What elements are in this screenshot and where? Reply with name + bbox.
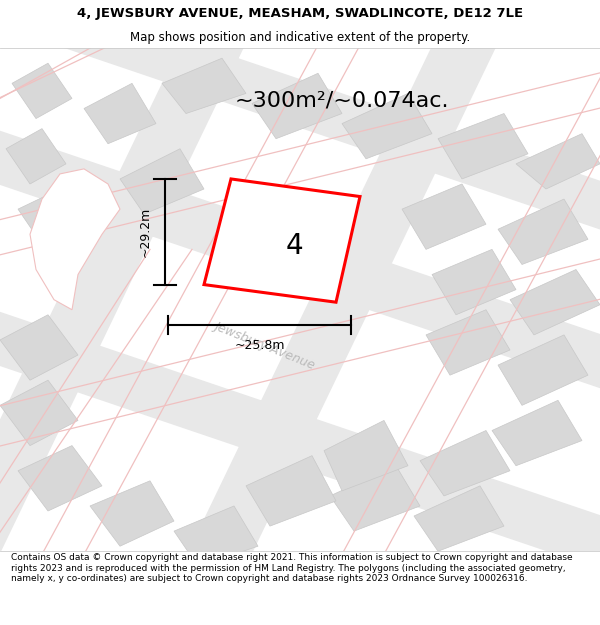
- Text: 4: 4: [286, 232, 304, 259]
- Polygon shape: [426, 310, 510, 375]
- Polygon shape: [342, 93, 432, 159]
- Text: Contains OS data © Crown copyright and database right 2021. This information is : Contains OS data © Crown copyright and d…: [11, 554, 572, 583]
- Text: Jewsbury Avenue: Jewsbury Avenue: [212, 319, 316, 371]
- Polygon shape: [174, 506, 258, 566]
- Polygon shape: [30, 169, 120, 310]
- Polygon shape: [420, 431, 510, 496]
- Polygon shape: [6, 129, 66, 184]
- Polygon shape: [12, 63, 72, 119]
- Polygon shape: [432, 249, 516, 315]
- Polygon shape: [0, 0, 600, 566]
- Polygon shape: [0, 0, 455, 625]
- Polygon shape: [18, 189, 84, 244]
- Text: ~29.2m: ~29.2m: [139, 207, 152, 257]
- Polygon shape: [498, 199, 588, 264]
- Polygon shape: [246, 456, 336, 526]
- Polygon shape: [84, 83, 156, 144]
- Polygon shape: [204, 179, 360, 302]
- Polygon shape: [120, 149, 204, 214]
- Polygon shape: [0, 0, 600, 407]
- Polygon shape: [0, 380, 78, 446]
- Text: ~25.8m: ~25.8m: [234, 339, 285, 352]
- Polygon shape: [414, 486, 504, 551]
- Polygon shape: [324, 421, 408, 491]
- Polygon shape: [492, 400, 582, 466]
- Polygon shape: [252, 73, 342, 139]
- Polygon shape: [90, 481, 174, 546]
- Text: Map shows position and indicative extent of the property.: Map shows position and indicative extent…: [130, 31, 470, 44]
- Polygon shape: [510, 269, 600, 335]
- Polygon shape: [330, 466, 420, 531]
- Polygon shape: [438, 114, 528, 179]
- Polygon shape: [18, 446, 102, 511]
- Polygon shape: [498, 335, 588, 406]
- Text: ~300m²/~0.074ac.: ~300m²/~0.074ac.: [235, 91, 449, 111]
- Polygon shape: [402, 184, 486, 249]
- Polygon shape: [0, 315, 78, 380]
- Polygon shape: [0, 134, 600, 625]
- Text: 4, JEWSBURY AVENUE, MEASHAM, SWADLINCOTE, DE12 7LE: 4, JEWSBURY AVENUE, MEASHAM, SWADLINCOTE…: [77, 7, 523, 20]
- Polygon shape: [162, 58, 246, 114]
- Polygon shape: [516, 134, 600, 189]
